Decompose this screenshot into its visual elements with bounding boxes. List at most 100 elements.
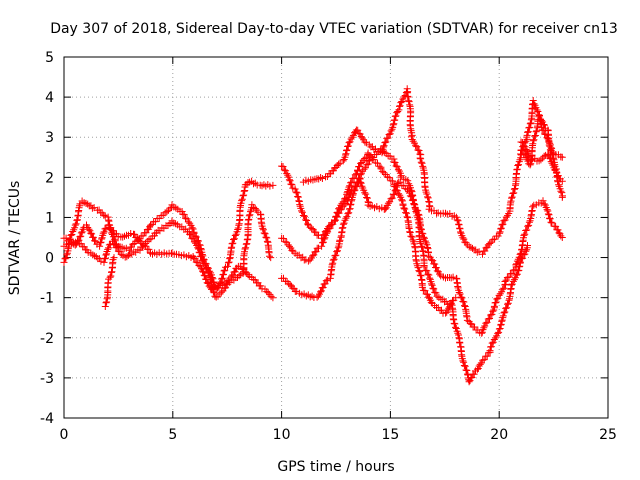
data-point	[190, 238, 198, 246]
data-point	[101, 225, 109, 233]
data-point	[84, 200, 92, 208]
data-point	[88, 230, 96, 238]
data-point	[460, 362, 468, 369]
data-point	[92, 253, 100, 261]
data-point	[502, 213, 510, 221]
data-point	[241, 245, 249, 253]
data-point	[400, 204, 408, 212]
data-point	[423, 267, 431, 275]
data-point	[102, 299, 110, 307]
data-point	[318, 175, 326, 182]
data-point	[408, 136, 416, 143]
data-point	[532, 128, 540, 136]
data-point	[259, 224, 267, 232]
data-point	[438, 306, 445, 314]
data-point	[361, 189, 369, 197]
data-point	[145, 236, 153, 244]
data-point	[288, 181, 296, 189]
data-point	[545, 151, 553, 158]
data-point	[526, 120, 534, 128]
data-point	[391, 116, 399, 124]
data-point	[420, 263, 428, 271]
data-point	[388, 194, 396, 202]
data-point	[259, 226, 267, 234]
data-point	[421, 287, 429, 295]
data-point	[235, 272, 243, 280]
data-point	[510, 189, 518, 197]
data-point	[540, 200, 548, 208]
y-tick-label: 1	[45, 210, 54, 226]
data-point	[88, 204, 96, 212]
data-point	[319, 284, 327, 291]
data-point	[523, 226, 531, 234]
data-point	[231, 232, 239, 239]
data-point	[220, 270, 227, 278]
data-point	[151, 218, 159, 226]
data-point	[361, 164, 369, 172]
data-point	[345, 209, 353, 217]
data-point	[294, 193, 302, 201]
data-point	[425, 293, 433, 301]
data-point	[384, 199, 392, 207]
data-point	[345, 139, 353, 147]
data-point	[350, 187, 358, 195]
data-point	[374, 159, 381, 167]
chart-title: Day 307 of 2018, Sidereal Day-to-day VTE…	[50, 21, 618, 37]
data-point	[269, 294, 277, 302]
data-point	[418, 159, 426, 167]
data-point	[509, 277, 517, 285]
data-point	[107, 272, 115, 280]
data-point	[500, 309, 508, 317]
data-point	[412, 209, 420, 217]
data-point	[502, 304, 510, 312]
data-point	[402, 209, 410, 217]
data-point	[519, 254, 527, 262]
data-point	[329, 259, 337, 267]
data-point	[414, 264, 422, 272]
data-point	[357, 179, 365, 187]
data-point	[97, 238, 105, 246]
data-point	[343, 213, 351, 221]
data-point	[269, 181, 277, 189]
data-point	[323, 229, 331, 237]
data-point	[459, 234, 467, 242]
data-point	[445, 300, 453, 308]
data-point	[182, 214, 189, 222]
data-point	[513, 270, 521, 278]
data-point	[218, 275, 226, 283]
data-point	[242, 244, 250, 252]
data-point	[189, 235, 197, 243]
data-point	[436, 270, 443, 278]
data-point	[489, 236, 497, 244]
data-point	[406, 192, 414, 200]
data-point	[140, 242, 148, 249]
data-point	[294, 193, 302, 200]
data-point	[286, 177, 294, 185]
data-point	[309, 252, 317, 260]
data-point	[403, 209, 410, 217]
data-point	[354, 166, 362, 174]
data-point	[342, 214, 350, 222]
data-point	[100, 211, 108, 219]
data-point	[77, 229, 85, 237]
data-point	[363, 161, 371, 169]
data-point	[531, 132, 539, 140]
data-point	[344, 142, 352, 150]
data-point	[522, 146, 530, 153]
data-point	[415, 267, 423, 275]
data-point	[456, 339, 464, 347]
data-point	[488, 310, 496, 318]
data-point	[510, 276, 518, 284]
data-point	[413, 212, 421, 220]
data-point	[216, 290, 224, 298]
data-point	[461, 302, 468, 310]
x-tick-label: 20	[490, 427, 508, 443]
data-point	[430, 285, 438, 293]
data-point	[329, 220, 337, 228]
data-point	[530, 100, 538, 108]
data-point	[299, 212, 307, 219]
data-point	[280, 166, 288, 174]
data-point	[386, 198, 394, 206]
data-point	[339, 224, 347, 232]
data-point	[512, 271, 520, 279]
